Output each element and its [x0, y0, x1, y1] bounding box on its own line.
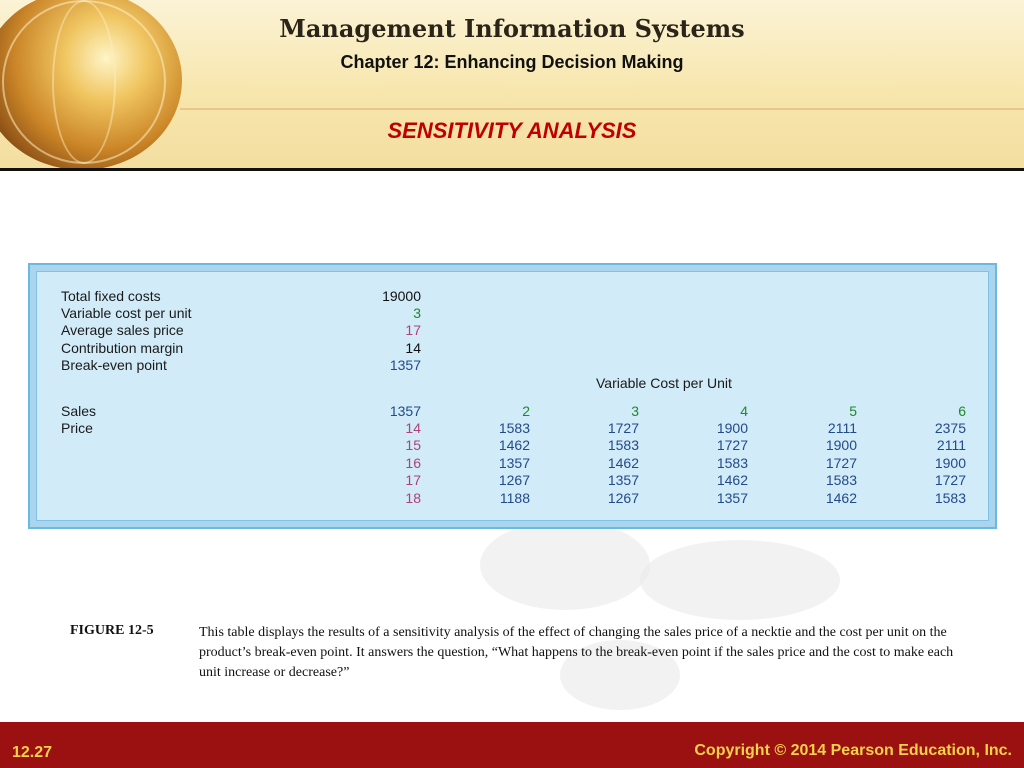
table-cell: 1727	[825, 455, 857, 471]
map-background	[480, 520, 650, 610]
figure-label: FIGURE 12-5	[70, 623, 154, 638]
variable-cost-header: 4	[740, 403, 748, 419]
table-cell: 1900	[934, 455, 966, 471]
table-cell: 1462	[716, 472, 748, 488]
input-label: Break-even point	[61, 357, 167, 373]
table-cell: 1267	[498, 472, 530, 488]
course-title: Management Information Systems	[279, 14, 745, 43]
table-cell: 1583	[716, 455, 748, 471]
table-cell: 1357	[498, 455, 530, 471]
table-cell: 1267	[607, 490, 639, 506]
copyright-notice: Copyright © 2014 Pearson Education, Inc.	[694, 742, 1012, 759]
table-cell: 1727	[934, 472, 966, 488]
figure-caption: This table displays the results of a sen…	[199, 625, 954, 680]
table-cell: 1583	[825, 472, 857, 488]
table-cell: 1462	[607, 455, 639, 471]
table-cell: 1357	[607, 472, 639, 488]
header-divider	[180, 108, 1024, 110]
price-value: 15	[405, 437, 421, 453]
header-bottom-rule	[0, 168, 1024, 171]
sales-value: 1357	[389, 403, 421, 419]
input-value: 1357	[389, 357, 421, 373]
variable-cost-header: 6	[958, 403, 966, 419]
table-cell: 2375	[934, 420, 966, 436]
table-cell: 1462	[825, 490, 857, 506]
table-cell: 1462	[498, 437, 530, 453]
price-value: 17	[405, 472, 421, 488]
sales-label: Sales	[61, 403, 97, 419]
input-label: Average sales price	[61, 322, 184, 338]
table-cell: 1727	[716, 437, 748, 453]
input-label: Contribution margin	[61, 340, 184, 356]
table-cell: 1727	[607, 420, 639, 436]
input-value: 17	[405, 322, 421, 338]
input-label: Total fixed costs	[61, 288, 161, 304]
sensitivity-table: Total fixed costs Variable cost per unit…	[28, 263, 997, 529]
price-value: 14	[405, 420, 421, 436]
table-cell: 1583	[934, 490, 966, 506]
price-label: Price	[61, 420, 93, 436]
input-label: Variable cost per unit	[61, 305, 192, 321]
chapter-subtitle: Chapter 12: Enhancing Decision Making	[340, 52, 684, 72]
variable-cost-header: 2	[522, 403, 530, 419]
slide-footer: 12.27 Copyright © 2014 Pearson Education…	[0, 722, 1024, 768]
map-background	[640, 540, 840, 620]
input-value: 14	[405, 340, 421, 356]
column-group-header: Variable Cost per Unit	[596, 375, 732, 391]
variable-cost-header: 3	[631, 403, 639, 419]
slide-header: Management Information Systems Chapter 1…	[0, 0, 1024, 168]
table-cell: 1583	[607, 437, 639, 453]
input-value: 3	[413, 305, 421, 321]
table-cell: 1900	[716, 420, 748, 436]
input-value: 19000	[382, 288, 421, 304]
variable-cost-header: 5	[849, 403, 857, 419]
table-cell: 1188	[499, 490, 530, 506]
table-cell: 1357	[716, 490, 748, 506]
globe-image	[0, 0, 182, 168]
slide-number: 12.27	[12, 744, 53, 761]
table-cell: 2111	[936, 437, 966, 453]
map-background	[560, 640, 680, 710]
table-cell: 2111	[827, 420, 857, 436]
slide-heading: SENSITIVITY ANALYSIS	[387, 118, 637, 143]
table-cell: 1900	[825, 437, 857, 453]
price-value: 18	[405, 490, 421, 506]
price-value: 16	[405, 455, 421, 471]
table-cell: 1583	[498, 420, 530, 436]
